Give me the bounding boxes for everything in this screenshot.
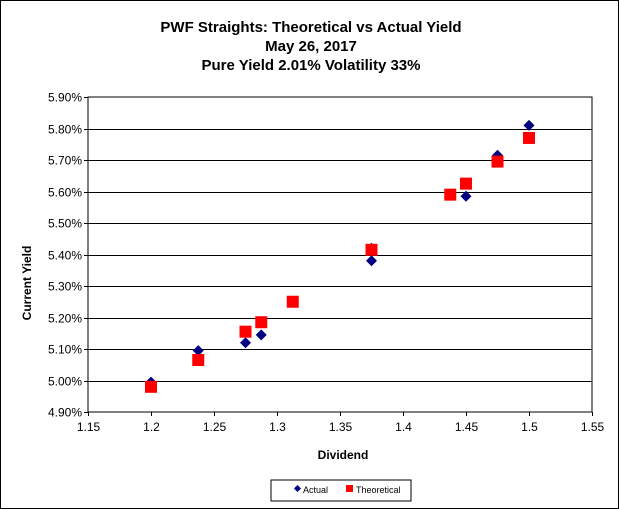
y-tick-label: 5.70% <box>48 154 82 168</box>
x-axis-title: Dividend <box>318 448 369 462</box>
actual-point <box>240 337 251 349</box>
tick-layer: 4.90% 5.00% 5.10% 5.20% 5.30% 5.40% 5.50% 5.60%… <box>48 91 605 435</box>
x-tick-label: 1.55 <box>581 420 605 434</box>
legend: Actual Theoretical <box>270 479 412 502</box>
y-tick-label: 5.40% <box>48 249 82 263</box>
chart-title-line-3: Pure Yield 2.01% Volatility 33% <box>202 57 421 74</box>
x-tick-label: 1.15 <box>77 420 101 434</box>
y-tick-label: 5.80% <box>48 123 82 137</box>
plot-area <box>87 96 593 413</box>
y-tick-label: 5.00% <box>48 375 82 389</box>
actual-point <box>255 329 267 341</box>
theoretical-point <box>192 354 205 367</box>
y-tick-label: 5.50% <box>48 217 82 231</box>
theoretical-point <box>523 131 535 144</box>
legend-theoretical-marker <box>346 485 353 492</box>
theoretical-point <box>444 188 457 201</box>
y-tick-label: 5.90% <box>48 91 82 105</box>
x-tick-label: 1.25 <box>203 420 227 434</box>
theoretical-point <box>286 295 299 308</box>
theoretical-point <box>460 177 472 190</box>
actual-point <box>523 119 535 131</box>
actual-point <box>460 190 472 202</box>
x-tick-label: 1.2 <box>143 420 160 434</box>
y-tick-label: 5.10% <box>48 343 82 357</box>
theoretical-point <box>145 380 157 393</box>
legend-actual-label: Actual <box>303 485 328 495</box>
y-tick-label: 5.20% <box>48 312 82 326</box>
x-tick-label: 1.3 <box>269 420 286 434</box>
theoretical-point <box>491 155 504 168</box>
legend-actual-marker <box>293 484 302 493</box>
theoretical-point <box>365 243 378 256</box>
legend-box <box>270 479 412 502</box>
y-tick-label: 4.90% <box>48 406 82 420</box>
chart-title-line-1: PWF Straights: Theoretical vs Actual Yie… <box>160 19 461 36</box>
marks-layer <box>145 119 535 393</box>
x-tick-label: 1.5 <box>521 420 538 434</box>
grid-layer <box>88 129 592 382</box>
y-tick-label: 5.30% <box>48 280 82 294</box>
x-tick-label: 1.4 <box>395 420 412 434</box>
y-tick-label: 5.60% <box>48 186 82 200</box>
actual-point <box>192 345 204 357</box>
actual-point <box>366 255 377 267</box>
theoretical-point <box>239 325 252 338</box>
x-tick-label: 1.45 <box>455 420 479 434</box>
x-tick-label: 1.35 <box>329 420 353 434</box>
legend-theoretical-label: Theoretical <box>356 485 401 495</box>
y-axis-title: Current Yield <box>20 246 34 321</box>
theoretical-point <box>255 316 268 329</box>
chart-title-line-2: May 26, 2017 <box>265 38 357 55</box>
